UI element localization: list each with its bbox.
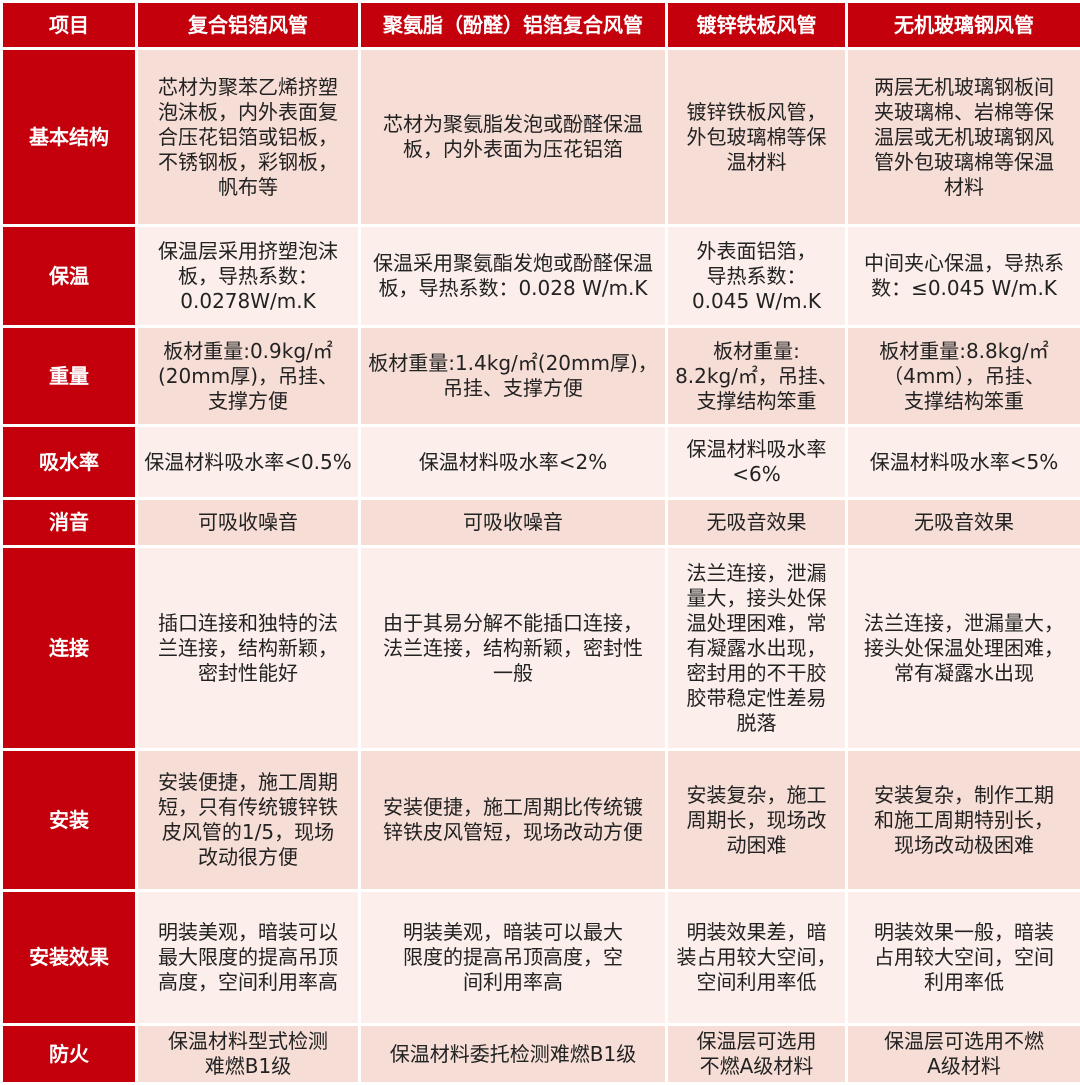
table-cell: 可吸收噪音	[137, 499, 360, 547]
row-label: 消音	[2, 499, 137, 547]
table-cell: 保温材料委托检测难燃B1级	[360, 1025, 667, 1084]
table-cell: 由于其易分解不能插口连接， 法兰连接，结构新颖，密封性 一般	[360, 547, 667, 750]
header-col-1: 复合铝箔风管	[137, 2, 360, 49]
table-cell: 可吸收噪音	[360, 499, 667, 547]
table-row: 防火保温材料型式检测 难燃B1级保温材料委托检测难燃B1级保温层可选用 不燃A级…	[2, 1025, 1080, 1084]
table-row: 基本结构芯材为聚苯乙烯挤塑 泡沫板，内外表面复 合压花铝箔或铝板， 不锈钢板，彩…	[2, 49, 1080, 226]
row-label: 基本结构	[2, 49, 137, 226]
table-row: 安装效果明装美观，暗装可以 最大限度的提高吊顶 高度，空间利用率高明装美观，暗装…	[2, 891, 1080, 1025]
table-cell: 明装效果一般，暗装 占用较大空间，空间 利用率低	[847, 891, 1080, 1025]
table-cell: 明装美观，暗装可以最大 限度的提高吊顶高度，空 间利用率高	[360, 891, 667, 1025]
table-cell: 板材重量:1.4kg/㎡(20mm厚)， 吊挂、支撑方便	[360, 327, 667, 426]
table-cell: 保温材料型式检测 难燃B1级	[137, 1025, 360, 1084]
table-cell: 保温材料吸水率<5%	[847, 426, 1080, 499]
table-cell: 法兰连接，泄漏 量大，接头处保 温处理困难，常 有凝露水出现， 密封用的不干胶 …	[667, 547, 847, 750]
table-row: 重量板材重量:0.9kg/㎡ (20mm厚)，吊挂、 支撑方便板材重量:1.4k…	[2, 327, 1080, 426]
table-row: 吸水率保温材料吸水率<0.5%保温材料吸水率<2%保温材料吸水率 <6%保温材料…	[2, 426, 1080, 499]
table-cell: 保温材料吸水率<2%	[360, 426, 667, 499]
table-cell: 镀锌铁板风管， 外包玻璃棉等保 温材料	[667, 49, 847, 226]
table-cell: 芯材为聚苯乙烯挤塑 泡沫板，内外表面复 合压花铝箔或铝板， 不锈钢板，彩钢板， …	[137, 49, 360, 226]
table-cell: 保温层可选用 不燃A级材料	[667, 1025, 847, 1084]
table-cell: 无吸音效果	[667, 499, 847, 547]
table-cell: 安装便捷，施工周期比传统镀 锌铁皮风管短，现场改动方便	[360, 750, 667, 891]
table-row: 消音可吸收噪音可吸收噪音无吸音效果无吸音效果	[2, 499, 1080, 547]
row-label: 重量	[2, 327, 137, 426]
table-cell: 保温材料吸水率 <6%	[667, 426, 847, 499]
header-row: 项目 复合铝箔风管 聚氨脂（酚醛）铝箔复合风管 镀锌铁板风管 无机玻璃钢风管	[2, 2, 1080, 49]
table-cell: 保温材料吸水率<0.5%	[137, 426, 360, 499]
table-cell: 安装复杂，施工 周期长，现场改 动困难	[667, 750, 847, 891]
table-cell: 芯材为聚氨脂发泡或酚醛保温 板，内外表面为压花铝箔	[360, 49, 667, 226]
header-item: 项目	[2, 2, 137, 49]
table-cell: 两层无机玻璃钢板间 夹玻璃棉、岩棉等保 温层或无机玻璃钢风 管外包玻璃棉等保温 …	[847, 49, 1080, 226]
table-cell: 保温层采用挤塑泡沫 板，导热系数： 0.0278W/m.K	[137, 226, 360, 327]
table-cell: 明装效果差，暗 装占用较大空间， 空间利用率低	[667, 891, 847, 1025]
table-row: 连接插口连接和独特的法 兰连接，结构新颖， 密封性能好由于其易分解不能插口连接，…	[2, 547, 1080, 750]
table-cell: 安装复杂，制作工期 和施工周期特别长， 现场改动极困难	[847, 750, 1080, 891]
table-cell: 法兰连接，泄漏量大， 接头处保温处理困难， 常有凝露水出现	[847, 547, 1080, 750]
table-cell: 板材重量:0.9kg/㎡ (20mm厚)，吊挂、 支撑方便	[137, 327, 360, 426]
table-cell: 板材重量:8.8kg/㎡ （4mm），吊挂、 支撑结构笨重	[847, 327, 1080, 426]
table-cell: 外表面铝箔， 导热系数： 0.045 W/m.K	[667, 226, 847, 327]
header-col-2: 聚氨脂（酚醛）铝箔复合风管	[360, 2, 667, 49]
row-label: 安装效果	[2, 891, 137, 1025]
row-label: 防火	[2, 1025, 137, 1084]
table-cell: 板材重量: 8.2kg/㎡，吊挂、 支撑结构笨重	[667, 327, 847, 426]
header-col-4: 无机玻璃钢风管	[847, 2, 1080, 49]
table-row: 安装安装便捷，施工周期 短，只有传统镀锌铁 皮风管的1/5，现场 改动很方便安装…	[2, 750, 1080, 891]
table-cell: 保温层可选用不燃 A级材料	[847, 1025, 1080, 1084]
row-label: 安装	[2, 750, 137, 891]
table-cell: 保温采用聚氨酯发炮或酚醛保温 板，导热系数：0.028 W/m.K	[360, 226, 667, 327]
table-cell: 安装便捷，施工周期 短，只有传统镀锌铁 皮风管的1/5，现场 改动很方便	[137, 750, 360, 891]
table-cell: 无吸音效果	[847, 499, 1080, 547]
header-col-3: 镀锌铁板风管	[667, 2, 847, 49]
table-cell: 插口连接和独特的法 兰连接，结构新颖， 密封性能好	[137, 547, 360, 750]
row-label: 吸水率	[2, 426, 137, 499]
row-label: 保温	[2, 226, 137, 327]
table-cell: 中间夹心保温，导热系 数：≤0.045 W/m.K	[847, 226, 1080, 327]
table-cell: 明装美观，暗装可以 最大限度的提高吊顶 高度，空间利用率高	[137, 891, 360, 1025]
row-label: 连接	[2, 547, 137, 750]
